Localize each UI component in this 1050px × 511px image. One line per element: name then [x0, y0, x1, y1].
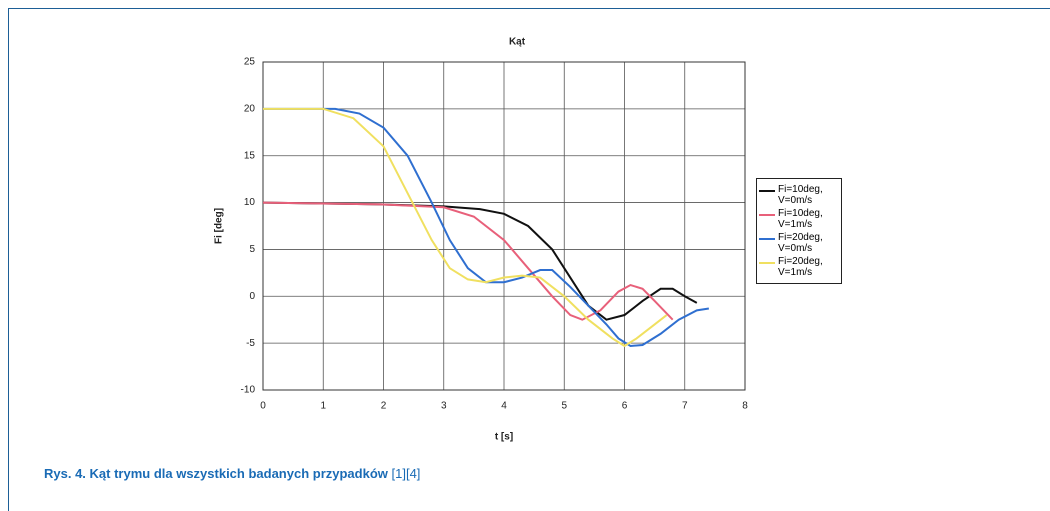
y-tick-label: 25 [244, 57, 256, 68]
y-tick-label: 15 [244, 150, 256, 161]
y-axis-label: Fi [deg] [214, 208, 225, 244]
x-tick-label: 1 [320, 401, 326, 412]
y-tick-label: -5 [246, 338, 255, 349]
chart-title: Kąt [509, 37, 526, 48]
x-tick-label: 4 [501, 401, 507, 412]
x-tick-label: 7 [682, 401, 688, 412]
caption: Rys. 4. Kąt trymu dla wszystkich badanyc… [44, 466, 420, 481]
legend-label: Fi=20deg, V=1m/s [778, 256, 823, 278]
x-tick-label: 5 [561, 401, 567, 412]
y-tick-label: 0 [249, 291, 255, 302]
legend-entry: Fi=10deg, V=1m/s [759, 208, 839, 230]
y-tick-label: -10 [241, 385, 256, 396]
series-line [263, 107, 668, 348]
legend-label: Fi=20deg, V=0m/s [778, 232, 823, 254]
series-line [262, 201, 674, 321]
legend-entry: Fi=20deg, V=0m/s [759, 232, 839, 254]
legend-swatch [759, 190, 775, 192]
legend-label: Fi=10deg, V=0m/s [778, 184, 823, 206]
x-tick-label: 8 [742, 401, 748, 412]
legend-entry: Fi=20deg, V=1m/s [759, 256, 839, 278]
plot-frame [262, 61, 746, 391]
legend-label: Fi=10deg, V=1m/s [778, 208, 823, 230]
y-tick-label: 20 [244, 103, 256, 114]
y-tick-label: 10 [244, 197, 256, 208]
legend-swatch [759, 238, 775, 240]
x-tick-label: 0 [260, 401, 266, 412]
y-tick-label: 5 [249, 244, 255, 255]
frame [8, 8, 1050, 511]
series-line [263, 107, 710, 347]
x-axis-label: t [s] [495, 432, 513, 443]
legend: Fi=10deg, V=0m/s Fi=10deg, V=1m/s Fi=20deg… [756, 178, 842, 284]
series-line [262, 201, 698, 321]
x-tick-label: 2 [381, 401, 387, 412]
caption-refs: [1][4] [391, 466, 421, 481]
legend-swatch [759, 262, 775, 264]
x-tick-label: 3 [441, 401, 447, 412]
x-tick-label: 6 [622, 401, 628, 412]
caption-text: Rys. 4. Kąt trymu dla wszystkich badanyc… [44, 466, 388, 481]
legend-entry: Fi=10deg, V=0m/s [759, 184, 839, 206]
legend-swatch [759, 214, 775, 216]
